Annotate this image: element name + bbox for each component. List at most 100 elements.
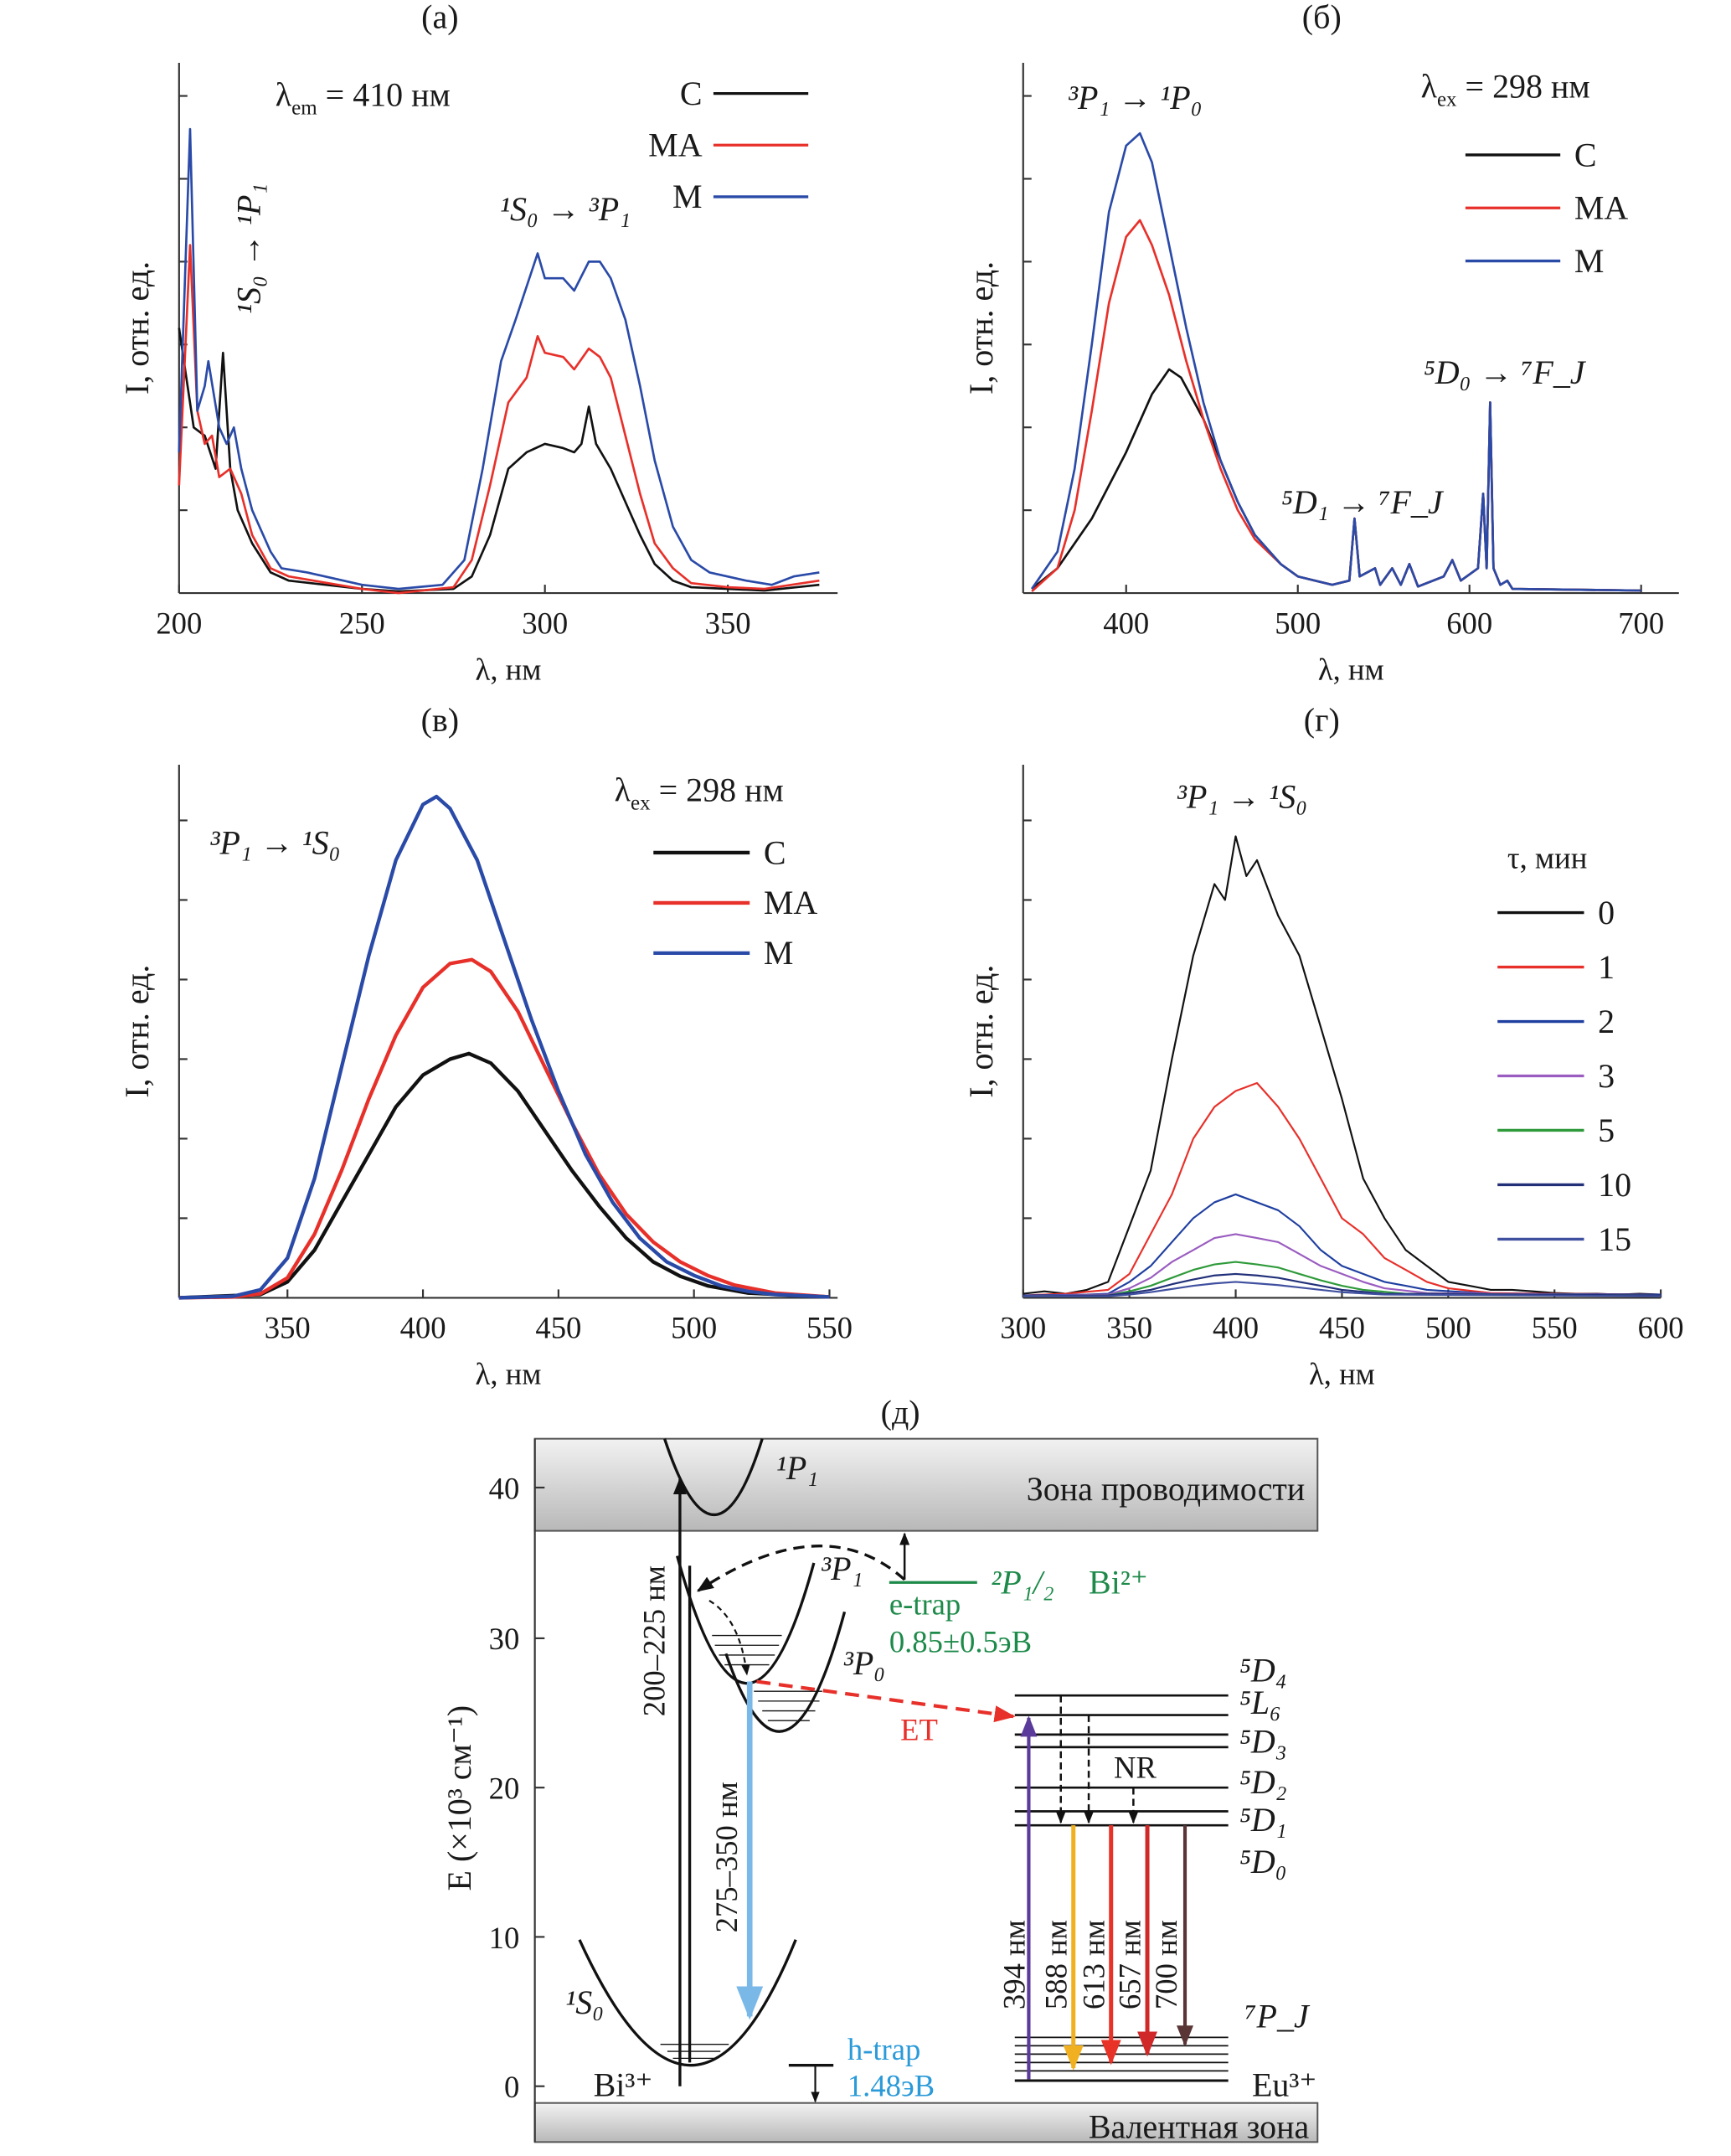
series-line-0 — [1023, 835, 1661, 1296]
chart-v-band-label-1: ³P₁ → ¹S₀ — [209, 824, 340, 862]
x-tick-label: 450 — [535, 1311, 581, 1345]
htrap-energy: 1.48эВ — [847, 2068, 935, 2102]
eu-level-label-D0: ⁵D₀ — [1239, 1843, 1287, 1880]
energy-axis-ticks — [534, 1486, 545, 2087]
series-line-C — [1031, 368, 1641, 592]
p0-triplet-label: ³P₀ — [843, 1644, 885, 1682]
p1-triplet-vibrational-levels — [712, 1634, 782, 1666]
energy-diagram: Зона проводимости Валентная зона 40 30 2… — [440, 1437, 1319, 2145]
bi3-label: Bi³⁺ — [594, 2066, 653, 2103]
eu-transition-label-613: 613 нм — [1076, 1920, 1110, 2009]
chart-a-x-label: λ, нм — [476, 652, 542, 686]
x-tick-label: 450 — [1319, 1311, 1365, 1345]
chart-a: 200 250 300 350 λ, нм I, отн. ед. C MA M — [118, 62, 838, 686]
legend-label: 15 — [1598, 1220, 1631, 1258]
trap-dashed-curve — [696, 1545, 906, 1592]
x-tick-label: 400 — [1103, 606, 1149, 640]
series-line-M — [1030, 132, 1641, 592]
conduction-band-label: Зона проводимости — [1027, 1470, 1306, 1508]
legend-label: MA — [648, 126, 703, 164]
x-tick-label: 400 — [400, 1311, 446, 1345]
chart-g-y-label: I, отн. ед. — [962, 965, 1000, 1098]
legend-label: M — [1574, 242, 1605, 280]
eu-level-label-L6: ⁵L₆ — [1239, 1684, 1281, 1721]
legend-label: 5 — [1598, 1112, 1615, 1149]
energy-tick-30: 30 — [489, 1622, 520, 1656]
chart-g-legend-title: τ, мин — [1507, 840, 1587, 874]
eu-transition-label-657: 657 нм — [1113, 1920, 1147, 2009]
eu-transition-label-394: 394 нм — [997, 1920, 1031, 2009]
x-tick-label: 250 — [339, 606, 385, 640]
x-tick-label: 700 — [1618, 606, 1664, 640]
chart-g: 300 350 400 450 500 550 600 λ, нм I, отн. ед. 0 1 2… — [962, 764, 1684, 1391]
series-line-MA — [178, 957, 830, 1300]
series-line-MA — [1031, 219, 1641, 593]
eu3-label: Eu³⁺ — [1252, 2066, 1316, 2103]
legend-label: MA — [764, 884, 818, 921]
eu-ground-levels — [1014, 2036, 1229, 2082]
x-tick-label: 200 — [156, 606, 202, 640]
eu-level-label-D4: ⁵D₄ — [1239, 1652, 1287, 1689]
chart-a-y-label: I, отн. ед. — [118, 261, 156, 395]
energy-transfer-label: ET — [900, 1713, 938, 1747]
series-line-M — [178, 794, 830, 1300]
x-tick-label: 500 — [1425, 1311, 1471, 1345]
x-tick-label: 300 — [1000, 1311, 1046, 1345]
conduction-band — [533, 1437, 1319, 1532]
panel-label-a: (а) — [421, 0, 458, 35]
series-line-C — [178, 1051, 830, 1300]
legend-label: C — [764, 833, 786, 871]
chart-v-y-label: I, отн. ед. — [118, 965, 156, 1098]
series-line-M — [178, 127, 820, 591]
chart-b-band-label-3: ⁵D₁ → ⁷F_J — [1281, 483, 1445, 521]
legend-label: 1 — [1598, 948, 1615, 986]
legend-label: M — [672, 178, 703, 215]
series-line-3 — [1023, 1233, 1661, 1297]
x-tick-label: 300 — [522, 606, 568, 640]
series-line-10 — [1023, 1272, 1661, 1297]
bi2-label: Bi²⁺ — [1089, 1564, 1148, 1602]
chart-g-band-label-1: ³P₁ → ¹S₀ — [1177, 778, 1307, 816]
x-tick-label: 500 — [671, 1311, 717, 1345]
x-tick-label: 600 — [1638, 1311, 1684, 1345]
legend-label: M — [764, 934, 794, 972]
p1-singlet-label: ¹P₁ — [776, 1449, 818, 1487]
series-line-MA — [178, 244, 820, 595]
eu-level-label-D1: ⁵D₁ — [1239, 1801, 1287, 1839]
eu-excited-levels — [1014, 1694, 1229, 1827]
energy-tick-40: 40 — [489, 1471, 520, 1505]
s0-parabola — [578, 1939, 797, 2067]
p1-triplet-label: ³P₁ — [821, 1550, 863, 1587]
energy-axis-label: E (×10³ см⁻¹) — [440, 1705, 478, 1891]
chart-g-x-label: λ, нм — [1309, 1357, 1375, 1391]
legend-label: C — [1574, 136, 1597, 173]
energy-tick-20: 20 — [489, 1771, 520, 1805]
x-tick-label: 550 — [806, 1311, 853, 1345]
nr-label: NR — [1114, 1751, 1157, 1785]
chart-a-band-label-2: ¹S₀ → ³P₁ — [500, 190, 631, 228]
series-line-C — [178, 328, 820, 593]
valence-band — [533, 2102, 1319, 2143]
x-tick-label: 500 — [1275, 606, 1321, 640]
legend-label: MA — [1574, 189, 1629, 227]
chart-b: 400 500 600 700 λ, нм I, отн. ед. C MA M — [962, 62, 1679, 686]
chart-b-lambda: λex = 298 нм — [1421, 68, 1590, 111]
panel-label-b: (б) — [1302, 0, 1342, 35]
s0-label: ¹S₀ — [565, 1983, 604, 2021]
eu-level-label-D2: ⁵D₂ — [1239, 1763, 1287, 1801]
nr-dashed-arrows — [1055, 1695, 1139, 1824]
chart-v: 350 400 450 500 550 λ, нм I, отн. ед. C MA M — [118, 764, 853, 1391]
panel-label-v: (в) — [421, 701, 460, 739]
energy-tick-10: 10 — [489, 1921, 520, 1955]
eu-level-label-D3: ⁵D₃ — [1239, 1723, 1287, 1761]
series-line-1 — [1023, 1081, 1661, 1297]
panel-label-g: (г) — [1304, 701, 1340, 739]
series-line-5 — [1023, 1261, 1661, 1297]
chart-b-band-label-2: ⁵D₀ → ⁷F_J — [1424, 353, 1587, 391]
htrap-label: h-trap — [847, 2032, 920, 2066]
chart-b-x-label: λ, нм — [1318, 652, 1384, 686]
etrap-state-label: ²P₁/₂ — [991, 1564, 1054, 1602]
legend-label: 3 — [1598, 1057, 1615, 1095]
